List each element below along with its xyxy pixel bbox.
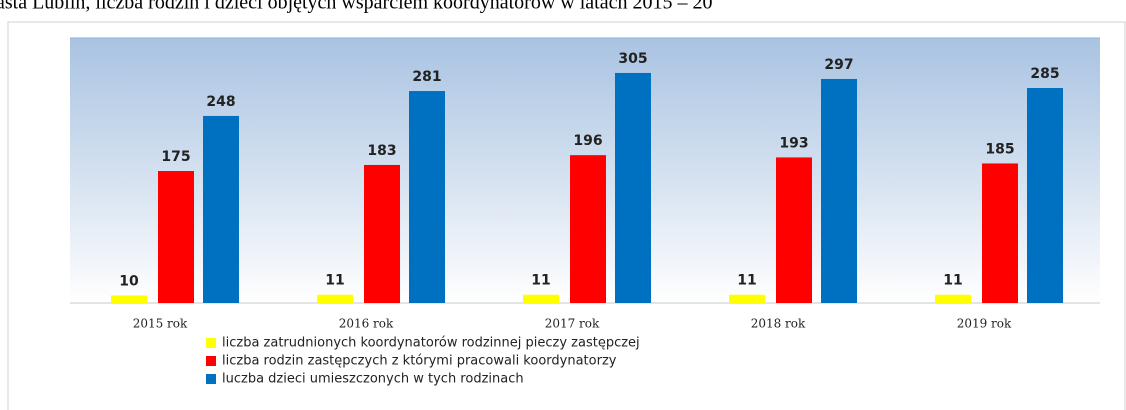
value-label: 11 <box>737 273 756 289</box>
bar <box>409 91 445 303</box>
legend-label: liczba rodzin zastępczych z którymi prac… <box>222 354 617 369</box>
bar <box>203 115 239 304</box>
value-label: 185 <box>985 141 1014 157</box>
value-label: 183 <box>367 143 396 159</box>
bar <box>158 171 194 303</box>
value-label: 11 <box>531 273 550 289</box>
bar <box>364 164 400 303</box>
value-label: 285 <box>1030 66 1059 82</box>
legend-swatch <box>206 374 216 384</box>
bar <box>776 157 812 303</box>
bar <box>1027 88 1063 304</box>
value-label: 10 <box>119 273 139 289</box>
legend-swatch <box>206 356 216 366</box>
x-tick-label: 2019 rok <box>957 317 1012 331</box>
value-label: 281 <box>412 69 441 85</box>
bar <box>982 163 1018 303</box>
value-label: 297 <box>824 57 853 73</box>
legend-swatch <box>206 338 216 348</box>
value-label: 175 <box>161 149 190 165</box>
x-tick-label: 2016 rok <box>339 317 394 331</box>
value-label: 305 <box>618 51 647 67</box>
bar <box>729 294 765 303</box>
chart-title: asta Lublin, liczba rodzin i dzieci obję… <box>0 0 712 14</box>
value-label: 11 <box>325 273 344 289</box>
value-label: 11 <box>943 273 962 289</box>
x-tick-label: 2017 rok <box>545 317 600 331</box>
value-label: 193 <box>779 135 808 151</box>
legend-label: luczba dzieci umieszczonych w tych rodzi… <box>222 372 524 387</box>
bar <box>111 295 147 303</box>
bar <box>523 294 559 303</box>
value-label: 196 <box>573 133 602 149</box>
legend-label: liczba zatrudnionych koordynatorów rodzi… <box>222 336 640 351</box>
value-label: 248 <box>206 94 235 110</box>
bar <box>615 72 651 303</box>
bar <box>570 155 606 303</box>
bar <box>821 78 857 303</box>
bar <box>935 294 971 303</box>
bar <box>317 294 353 303</box>
x-tick-label: 2018 rok <box>751 317 806 331</box>
x-tick-label: 2015 rok <box>133 317 188 331</box>
